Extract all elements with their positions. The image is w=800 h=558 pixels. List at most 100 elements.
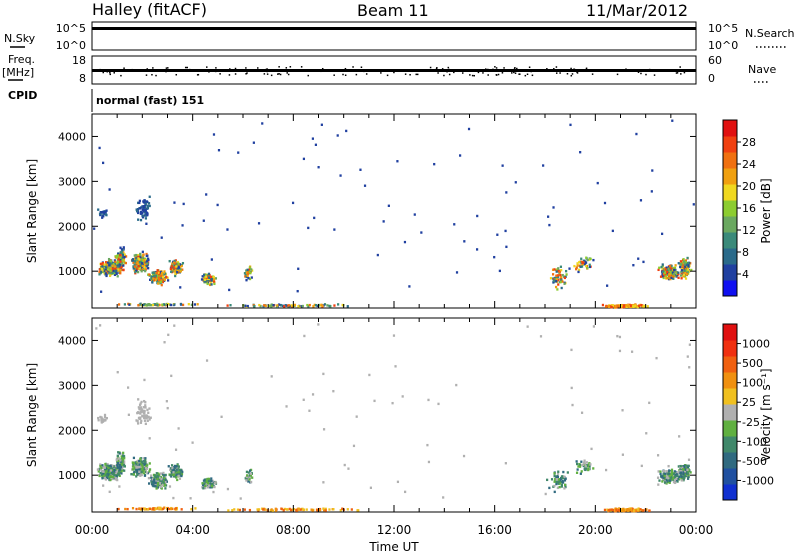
scatter-cell bbox=[286, 508, 289, 511]
scatter-cell bbox=[136, 258, 139, 262]
scatter-cell bbox=[208, 484, 211, 487]
scatter-cell bbox=[208, 283, 212, 287]
scatter-cell bbox=[660, 265, 663, 269]
scatter-cell bbox=[493, 255, 496, 259]
scatter-cell bbox=[558, 485, 561, 489]
scatter-cell bbox=[539, 335, 543, 338]
scatter-cell bbox=[103, 413, 107, 417]
scatter-cell bbox=[133, 254, 136, 257]
scatter-cell bbox=[619, 508, 623, 511]
scatter-cell bbox=[146, 257, 150, 260]
freq-trace-dot bbox=[519, 73, 521, 75]
y-tick-label: 1000 bbox=[58, 469, 86, 482]
scatter-cell bbox=[624, 303, 627, 307]
scatter-cell bbox=[172, 468, 175, 472]
scatter-cell bbox=[660, 475, 663, 478]
scatter-cell bbox=[164, 484, 168, 487]
scatter-cell bbox=[139, 410, 143, 414]
freq-trace-dot bbox=[145, 74, 148, 76]
scatter-cell bbox=[130, 472, 133, 476]
scatter-cell bbox=[408, 285, 411, 288]
scatter-cell bbox=[148, 204, 151, 208]
scatter-cell bbox=[577, 465, 580, 468]
scatter-cell bbox=[501, 164, 504, 167]
freq-trace-dot bbox=[360, 66, 363, 68]
scatter-cell bbox=[433, 162, 436, 166]
scatter-cell bbox=[656, 476, 660, 479]
scatter-cell bbox=[616, 304, 619, 307]
scatter-cell bbox=[176, 473, 179, 476]
scatter-cell bbox=[117, 472, 120, 476]
scatter-cell bbox=[105, 264, 108, 267]
scatter-cell bbox=[142, 471, 146, 475]
scatter-cell bbox=[661, 263, 664, 266]
scatter-cell bbox=[546, 478, 549, 482]
scatter-cell bbox=[174, 507, 178, 510]
scatter-cell bbox=[243, 272, 247, 275]
scatter-cell bbox=[151, 271, 154, 274]
scatter-cell bbox=[137, 422, 140, 425]
scatter-cell bbox=[661, 267, 664, 270]
scatter-cell bbox=[373, 399, 376, 403]
scatter-cell bbox=[147, 258, 150, 262]
scatter-cell bbox=[163, 474, 166, 477]
scatter-cell bbox=[626, 508, 629, 511]
freq-trace-dot bbox=[689, 69, 692, 72]
scatter-cell bbox=[123, 303, 126, 306]
scatter-cell bbox=[292, 508, 296, 511]
scatter-cell bbox=[555, 278, 559, 281]
scatter-cell bbox=[682, 262, 685, 265]
freq-trace-dot bbox=[228, 74, 231, 76]
scatter-cell bbox=[200, 278, 204, 281]
scatter-cell bbox=[120, 455, 123, 458]
scatter-cell bbox=[143, 457, 146, 460]
scatter-cell bbox=[505, 191, 508, 194]
freq-trace-dot bbox=[532, 69, 535, 71]
scatter-cell bbox=[210, 277, 213, 281]
scatter-cell bbox=[189, 497, 192, 500]
scatter-cell bbox=[212, 280, 215, 283]
scatter-cell bbox=[558, 482, 562, 485]
scatter-cell bbox=[178, 468, 181, 472]
scatter-cell bbox=[280, 304, 283, 307]
scatter-cell bbox=[141, 258, 144, 261]
scatter-cell bbox=[247, 268, 251, 271]
scatter-cell bbox=[136, 265, 139, 268]
scatter-cell bbox=[161, 303, 164, 306]
freq-trace-dot bbox=[459, 69, 461, 72]
scatter-cell bbox=[171, 469, 174, 472]
scatter-cell bbox=[122, 463, 126, 467]
scatter-cell bbox=[141, 205, 144, 208]
freq-trace-dot bbox=[679, 66, 681, 68]
scatter-cell bbox=[172, 475, 176, 478]
freq-trace-dot bbox=[585, 67, 588, 70]
scatter-cell bbox=[119, 459, 122, 462]
scatter-cell bbox=[162, 507, 165, 510]
scatter-cell bbox=[122, 451, 125, 455]
scatter-cell bbox=[115, 256, 119, 259]
scatter-cell bbox=[128, 303, 131, 306]
freq-trace-dot bbox=[555, 66, 558, 68]
scatter-cell bbox=[155, 481, 158, 485]
scatter-cell bbox=[179, 302, 182, 306]
scatter-cell bbox=[171, 466, 174, 470]
scatter-cell bbox=[575, 266, 578, 269]
scatter-cell bbox=[137, 201, 140, 205]
scatter-cell bbox=[663, 469, 666, 473]
scatter-cell bbox=[143, 459, 147, 463]
scatter-cell bbox=[261, 122, 264, 125]
scatter-cell bbox=[629, 508, 632, 511]
y-tick-label: 2000 bbox=[58, 220, 86, 233]
scatter-cell bbox=[175, 471, 178, 474]
scatter-cell bbox=[121, 256, 125, 259]
scatter-cell bbox=[611, 508, 615, 512]
scatter-cell bbox=[122, 251, 125, 254]
scatter-cell bbox=[557, 267, 560, 270]
scatter-cell bbox=[670, 272, 673, 275]
scatter-cell bbox=[174, 474, 177, 478]
freq-trace-dot bbox=[492, 68, 494, 71]
scatter-cell bbox=[634, 509, 637, 512]
scatter-cell bbox=[548, 223, 551, 227]
scatter-cell bbox=[686, 464, 689, 468]
